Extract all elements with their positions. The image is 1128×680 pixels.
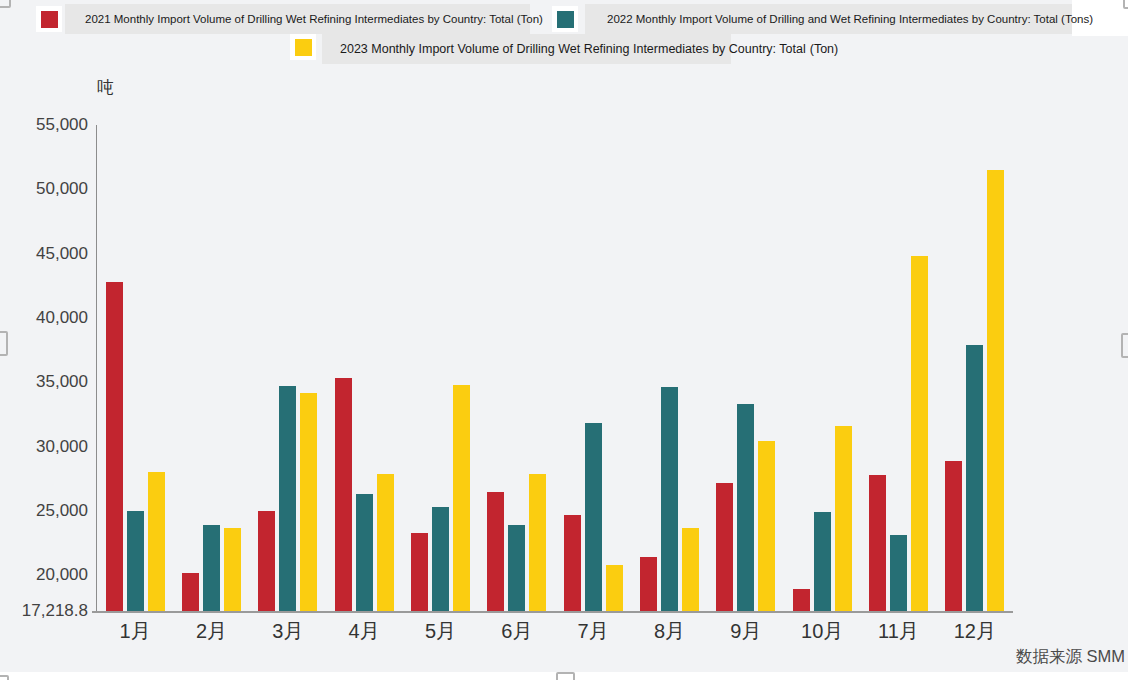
legend-swatch-2023-icon bbox=[295, 39, 312, 56]
y-axis-tick-label: 20,000 bbox=[0, 565, 88, 585]
bar-2021-1月[interactable] bbox=[106, 282, 123, 611]
y-axis-tick-label: 35,000 bbox=[0, 372, 88, 392]
x-axis-label: 2月 bbox=[174, 618, 250, 645]
bar-2023-8月[interactable] bbox=[682, 528, 699, 611]
x-axis-line bbox=[92, 611, 1013, 613]
bar-2023-12月[interactable] bbox=[987, 170, 1004, 611]
bar-2023-7月[interactable] bbox=[606, 565, 623, 611]
data-source-note: 数据来源 SMM bbox=[880, 646, 1125, 668]
legend-label-2023[interactable]: 2023 Monthly Import Volume of Drilling W… bbox=[322, 34, 731, 64]
bar-2023-9月[interactable] bbox=[758, 441, 775, 611]
bar-2022-6月[interactable] bbox=[508, 525, 525, 611]
x-axis-label: 8月 bbox=[632, 618, 708, 645]
y-axis-tick-label: 50,000 bbox=[0, 179, 88, 199]
bar-2021-8月[interactable] bbox=[640, 557, 657, 611]
bar-2021-12月[interactable] bbox=[945, 461, 962, 611]
bar-2023-1月[interactable] bbox=[148, 472, 165, 611]
bar-2021-3月[interactable] bbox=[258, 511, 275, 611]
bar-2022-11月[interactable] bbox=[890, 535, 907, 611]
bar-2023-6月[interactable] bbox=[529, 474, 546, 611]
bar-2022-8月[interactable] bbox=[661, 387, 678, 611]
legend-label-2023-main: 2023 Monthly Import Volume of Drilling W… bbox=[340, 42, 806, 56]
x-axis-label: 11月 bbox=[861, 618, 937, 645]
bar-2022-3月[interactable] bbox=[279, 386, 296, 611]
x-axis-label: 5月 bbox=[403, 618, 479, 645]
x-axis-label: 4月 bbox=[326, 618, 402, 645]
bar-2021-4月[interactable] bbox=[335, 378, 352, 611]
bar-2023-10月[interactable] bbox=[835, 426, 852, 611]
legend-item-2022[interactable] bbox=[552, 6, 578, 32]
y-axis-tick-label: 17,218.8 bbox=[0, 601, 88, 621]
bar-2021-5月[interactable] bbox=[411, 533, 428, 611]
y-axis-tick-label: 25,000 bbox=[0, 501, 88, 521]
legend-label-2022[interactable]: 2022 Monthly Import Volume of Drilling a… bbox=[585, 4, 1072, 34]
bar-2023-2月[interactable] bbox=[224, 528, 241, 611]
legend-swatch-2021-icon bbox=[41, 11, 58, 28]
legend-item-2023[interactable] bbox=[290, 34, 316, 60]
bar-2022-2月[interactable] bbox=[203, 525, 220, 611]
x-axis-label: 7月 bbox=[555, 618, 631, 645]
bar-2021-7月[interactable] bbox=[564, 515, 581, 611]
bar-2021-6月[interactable] bbox=[487, 492, 504, 611]
partial-checkbox-right-edge[interactable] bbox=[1121, 333, 1128, 358]
bar-2022-12月[interactable] bbox=[966, 345, 983, 611]
bar-2022-9月[interactable] bbox=[737, 404, 754, 611]
bar-2021-2月[interactable] bbox=[182, 573, 199, 611]
x-axis-label: 9月 bbox=[708, 618, 784, 645]
partial-checkbox-bottom-left[interactable] bbox=[0, 675, 9, 680]
partial-checkbox-top-left[interactable] bbox=[0, 0, 11, 8]
y-axis-tick-label: 40,000 bbox=[0, 308, 88, 328]
legend-swatch-2022-icon bbox=[557, 11, 574, 28]
bar-2021-9月[interactable] bbox=[716, 483, 733, 611]
x-axis-label: 3月 bbox=[250, 618, 326, 645]
legend-item-2021[interactable] bbox=[36, 6, 62, 32]
partial-checkbox-bottom-center[interactable] bbox=[556, 672, 575, 680]
bar-2021-10月[interactable] bbox=[793, 589, 810, 611]
legend-label-2021[interactable]: 2021 Monthly Import Volume of Drilling W… bbox=[65, 4, 530, 34]
y-axis-tick-label: 30,000 bbox=[0, 437, 88, 457]
bar-2022-5月[interactable] bbox=[432, 507, 449, 611]
x-axis-label: 6月 bbox=[479, 618, 555, 645]
y-axis-title: 吨 bbox=[97, 76, 114, 99]
bar-2022-4月[interactable] bbox=[356, 494, 373, 611]
bar-2022-10月[interactable] bbox=[814, 512, 831, 611]
bar-2023-4月[interactable] bbox=[377, 474, 394, 611]
bar-2023-5月[interactable] bbox=[453, 385, 470, 611]
bar-2023-11月[interactable] bbox=[911, 256, 928, 611]
x-axis-label: 12月 bbox=[937, 618, 1013, 645]
chart-page: 2021 Monthly Import Volume of Drilling W… bbox=[0, 0, 1128, 680]
bar-2023-3月[interactable] bbox=[300, 393, 317, 611]
legend-label-2023-tail: (Ton) bbox=[806, 42, 838, 56]
y-axis-line bbox=[96, 125, 97, 611]
partial-checkbox-left-edge[interactable] bbox=[0, 331, 8, 356]
bar-2021-11月[interactable] bbox=[869, 475, 886, 611]
bar-2022-1月[interactable] bbox=[127, 511, 144, 611]
bar-2022-7月[interactable] bbox=[585, 423, 602, 611]
x-axis-label: 1月 bbox=[97, 618, 173, 645]
partial-checkbox-top-right[interactable] bbox=[1123, 0, 1128, 9]
x-axis-label: 10月 bbox=[784, 618, 860, 645]
y-axis-tick-label: 55,000 bbox=[0, 115, 88, 135]
y-axis-tick-label: 45,000 bbox=[0, 244, 88, 264]
